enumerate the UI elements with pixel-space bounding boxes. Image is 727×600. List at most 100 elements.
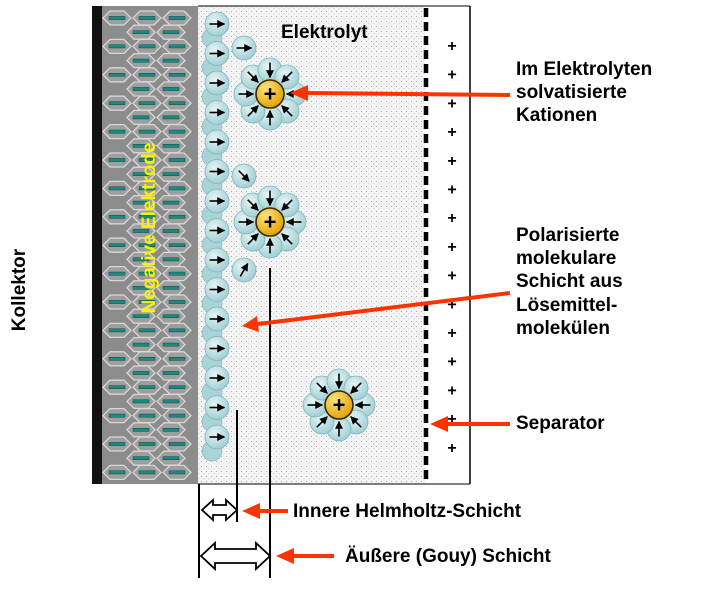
adsorbed-solvent-layer [201,11,230,462]
electrode-dash [132,58,150,63]
dipole-arrow [238,170,250,182]
adsorbed-molecule [204,247,230,273]
hydration-molecule [274,64,300,90]
electrode-dash [138,214,156,219]
adsorbed-molecule [204,70,230,96]
dipole-arrow [281,105,293,117]
electrode-dash [162,200,180,205]
electrode-dash [168,44,186,49]
electrode-dash [108,300,126,304]
electrode-dash [168,328,186,333]
electrode-dash [168,129,186,134]
dipole-arrow [350,382,362,394]
separator-charges: + + + + + + + + + + + + + + + [447,38,456,457]
dipole-arrow [247,71,259,83]
electrode-dash [132,342,150,347]
electrode-dash [138,101,156,105]
separator-plus: + [447,182,456,199]
kationen-line-3: Kationen [516,105,598,127]
electrode-dash [132,30,150,35]
electrode-dash [138,72,156,77]
electrode-dash [138,44,156,49]
polarisierte-line-1: Polarisierte [516,225,620,246]
cation-core [324,390,354,420]
electrode-dash [108,328,126,333]
adsorbed-pair [201,247,230,285]
adsorbed-molecule [204,306,230,332]
electrode-dash [138,243,156,248]
electrode-dash [132,143,150,148]
polarisierte-label: Polarisierte molekulare Schicht aus Löse… [516,224,623,340]
electrode-dash [162,456,180,461]
kationen-label: Im Elektrolyten solvatisierte Kationen [516,58,652,128]
adsorbed-molecule [204,424,230,450]
dipole-arrow [239,262,249,277]
aeussere-gouy-label: Äußere (Gouy) Schicht [345,546,551,567]
electrode-dash [108,186,126,191]
adsorbed-pair [201,336,230,373]
outer-width-arrow [199,540,272,572]
polarisierte-line-2: molekulare [516,248,617,270]
separator-plus: + [447,153,456,170]
electrode-dash [162,143,180,148]
collector-bar [92,6,102,484]
separator-plus: + [447,440,456,457]
electrode-dash [168,385,186,390]
polarisierte-line-5: molekülen [516,317,610,339]
dipole-arrow [247,105,259,117]
dipole-arrow [350,416,362,428]
cation-sign: + [264,210,277,235]
electrode-dash [132,371,150,375]
dipole-arrow [247,199,259,211]
electrode-dash [138,442,156,446]
separator-plus: + [447,354,456,371]
cation-core [255,207,285,237]
free-solvent [231,163,257,189]
dipole-arrow [281,71,293,83]
electrode-dash [138,158,156,162]
separator-plus: + [447,325,456,342]
separator-plus: + [447,239,456,256]
separator-plus: + [447,268,456,285]
electrode-dash [168,357,186,361]
electrode-dash [108,243,126,248]
electrode-dash [162,399,180,404]
pointer-polarisierte [257,291,511,326]
electrode-dash [138,328,156,333]
polarisierte-line-3: Schicht aus [516,271,623,293]
pointer-kationen [305,91,511,97]
electrode-dash [162,286,180,290]
free-solvent [231,35,257,61]
pointer-kationen-head [290,85,308,101]
adsorbed-molecule [204,336,230,361]
electrode-dash [162,314,180,319]
dipole-arrow [247,233,259,245]
adsorbed-pair [201,365,230,403]
adsorbed-pair [201,424,230,462]
electrode-dash [138,357,156,361]
electrode-dash [168,413,186,418]
solvated-cations: + + + [231,35,376,442]
separator-plus: + [447,124,456,141]
adsorbed-molecule [204,129,230,155]
electrode-dash [162,58,180,63]
electrode-dash [132,456,150,461]
electrode-dash [132,87,150,91]
electrode-dash [132,115,150,120]
electrode-dash [132,200,150,205]
adsorbed-molecule [204,159,230,184]
electrode-dash [108,101,126,105]
electrode-dash [108,470,126,475]
adsorbed-pair [201,41,230,78]
dipole-arrow [316,416,328,428]
cation-core [255,79,285,109]
polarisierte-line-4: Lösemittel- [516,294,618,316]
solvated-cation: + [233,185,307,259]
adsorbed-molecule [204,100,230,125]
electrode-dash [108,129,126,134]
electrode-dash [162,87,180,91]
separator-plus: + [447,38,456,55]
separator-label: Separator [516,413,605,434]
electrode-dash [132,399,150,404]
adsorbed-molecule [204,395,230,420]
